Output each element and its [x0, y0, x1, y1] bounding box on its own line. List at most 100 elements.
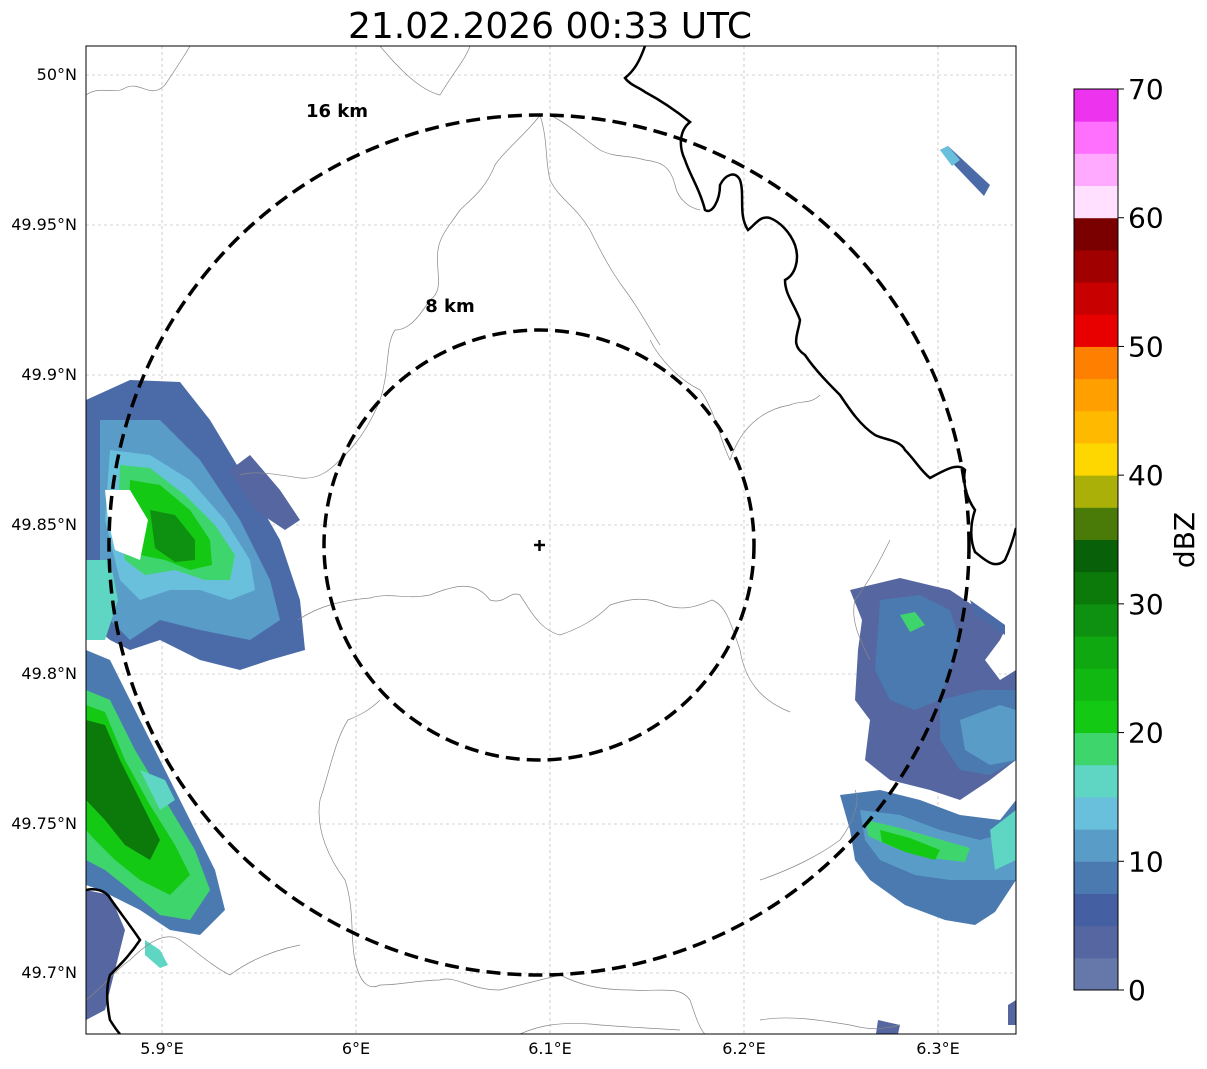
colorbar-swatch: [1074, 89, 1118, 122]
map-panel: 8 km 16 km: [85, 45, 1017, 1035]
map-frame: [85, 45, 1017, 1035]
colorbar-swatch: [1074, 314, 1118, 347]
echo-cluster-west-upper: [86, 380, 305, 670]
colorbar-swatch: [1074, 796, 1118, 830]
colorbar-swatch: [1074, 925, 1118, 959]
x-tick-label: 6.1°E: [528, 1039, 572, 1058]
colorbar-tick-label: 10: [1128, 845, 1164, 878]
admin-boundaries: [86, 46, 901, 1034]
boundary-line: [759, 1017, 901, 1030]
colorbar-swatch: [1074, 378, 1118, 412]
colorbar-swatch: [1074, 442, 1118, 476]
boundary-line: [549, 114, 701, 211]
y-tick-label: 49.9°N: [21, 365, 77, 384]
colorbar-swatch: [1074, 636, 1118, 669]
y-tick-label: 49.75°N: [11, 814, 77, 833]
colorbar-swatch: [1074, 282, 1118, 315]
echo-cluster-west-lower: [86, 650, 225, 1020]
boundary-line: [559, 974, 706, 1034]
echo-cell: [970, 600, 1005, 635]
echo-cell: [145, 940, 168, 968]
colorbar-swatch: [1074, 668, 1118, 701]
colorbar-ticks: 0 10 20 30 40 50 60 70: [1118, 73, 1164, 1007]
boundary-line: [853, 539, 891, 661]
echo-cell: [86, 720, 160, 860]
radar-echoes: [86, 146, 1016, 1034]
colorbar-tick-label: 60: [1128, 202, 1164, 235]
echo-cell: [86, 890, 125, 1020]
x-tick-label: 6.2°E: [722, 1039, 766, 1058]
range-ring-16km: [107, 113, 971, 977]
colorbar-swatch: [1074, 346, 1118, 380]
colorbar-swatches: [1074, 89, 1118, 991]
echo-cell: [230, 455, 300, 530]
echo-cell: [880, 830, 940, 860]
echo-cell: [940, 146, 960, 166]
range-ring-label-16km: 16 km: [306, 101, 368, 122]
x-tick-label: 5.9°E: [140, 1039, 184, 1058]
echo-cell: [876, 1020, 900, 1034]
boundary-line: [239, 114, 541, 479]
range-ring-8km: [322, 328, 756, 762]
colorbar-swatch: [1074, 475, 1118, 508]
x-axis-labels: 5.9°E 6°E 6.1°E 6.2°E 6.3°E: [140, 1039, 960, 1058]
y-tick-label: 49.95°N: [11, 215, 77, 234]
echo-cell: [960, 705, 1016, 765]
colorbar: 0 10 20 30 40 50 60 70 dBZ: [1073, 73, 1201, 1007]
colorbar-tick-label: 40: [1128, 459, 1164, 492]
colorbar-swatch: [1074, 153, 1118, 187]
colorbar-label: dBZ: [1168, 512, 1201, 568]
y-tick-label: 50°N: [37, 65, 77, 84]
echo-cell: [1008, 1000, 1016, 1025]
y-tick-label: 49.7°N: [21, 963, 77, 982]
colorbar-swatch: [1074, 829, 1118, 862]
colorbar-swatch: [1074, 893, 1118, 927]
boundary-line: [519, 1023, 681, 1034]
echo-cell: [150, 510, 195, 562]
boundary-line: [649, 339, 821, 461]
echo-gap-left: [105, 490, 148, 560]
boundary-line: [759, 789, 858, 881]
colorbar-swatch: [1074, 249, 1118, 283]
colorbar-tick-label: 50: [1128, 330, 1164, 363]
colorbar-swatch: [1074, 764, 1118, 798]
echo-cell: [990, 810, 1016, 870]
echo-cluster-east-upper: [850, 578, 1016, 800]
y-tick-label: 49.8°N: [21, 664, 77, 683]
colorbar-tick-label: 70: [1128, 73, 1164, 106]
colorbar-swatch: [1074, 185, 1118, 219]
colorbar-swatch: [1074, 700, 1118, 734]
echo-cell: [875, 595, 960, 710]
boundary-line: [318, 699, 561, 991]
echo-cluster-north-east: [940, 146, 990, 196]
boundary-line: [379, 46, 471, 96]
colorbar-swatch: [1074, 217, 1118, 251]
colorbar-swatch: [1074, 957, 1118, 991]
figure-title: 21.02.2026 00:33 UTC: [348, 6, 752, 47]
echo-cell: [866, 820, 970, 862]
range-rings: [107, 113, 971, 977]
echo-cell: [140, 770, 175, 810]
colorbar-swatch: [1074, 539, 1118, 573]
colorbar-frame: [1073, 88, 1119, 991]
x-tick-label: 6°E: [342, 1039, 370, 1058]
echo-cell: [900, 612, 925, 632]
colorbar-swatch: [1074, 410, 1118, 444]
boundary-line: [86, 46, 191, 96]
boundary-line: [539, 114, 661, 346]
colorbar-swatch: [1074, 507, 1118, 540]
colorbar-swatch: [1074, 121, 1118, 154]
colorbar-swatch: [1074, 603, 1118, 637]
boundary-line: [297, 586, 791, 713]
radar-site-cross: [534, 540, 545, 551]
colorbar-swatch: [1074, 571, 1118, 605]
range-ring-label-8km: 8 km: [425, 296, 475, 317]
echo-cluster-east-lower: [840, 790, 1016, 1034]
border-line-south-west: [86, 888, 142, 1034]
x-tick-label: 6.3°E: [916, 1039, 960, 1058]
boundary-line: [86, 936, 301, 1001]
y-tick-label: 49.85°N: [11, 515, 77, 534]
colorbar-tick-label: 20: [1128, 717, 1164, 750]
y-axis-labels: 50°N 49.95°N 49.9°N 49.85°N 49.8°N 49.75…: [11, 65, 77, 982]
